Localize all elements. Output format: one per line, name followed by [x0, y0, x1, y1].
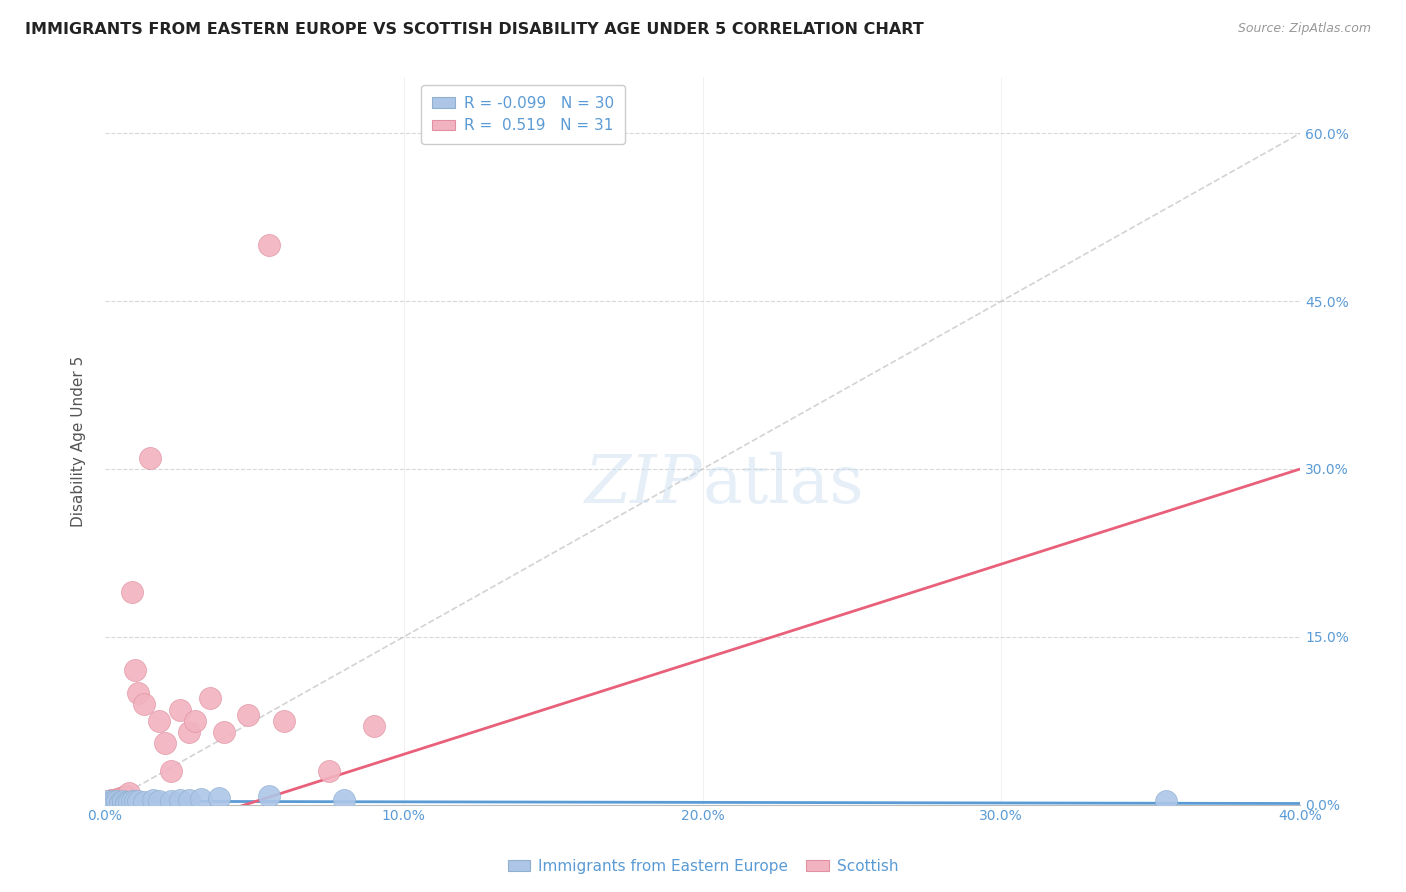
Point: [139, 450, 162, 465]
Point: [363, 719, 385, 733]
Point: [238, 708, 260, 723]
Point: [127, 686, 149, 700]
Point: [100, 797, 122, 811]
Point: [108, 796, 131, 810]
Point: [97, 796, 120, 810]
Point: [103, 796, 125, 810]
Point: [153, 736, 176, 750]
Point: [105, 792, 128, 806]
Point: [108, 791, 131, 805]
Point: [148, 714, 170, 728]
Legend: Immigrants from Eastern Europe, Scottish: Immigrants from Eastern Europe, Scottish: [502, 853, 904, 880]
Point: [105, 794, 128, 808]
Point: [159, 794, 181, 808]
Point: [111, 789, 134, 804]
Point: [100, 794, 122, 808]
Point: [169, 702, 191, 716]
Point: [115, 789, 138, 803]
Point: [103, 794, 125, 808]
Point: [108, 793, 131, 807]
Point: [259, 789, 281, 803]
Point: [159, 764, 181, 778]
Point: [148, 794, 170, 808]
Point: [214, 725, 236, 739]
Point: [190, 792, 212, 806]
Y-axis label: Disability Age Under 5: Disability Age Under 5: [72, 355, 86, 526]
Point: [118, 786, 141, 800]
Point: [111, 796, 134, 810]
Point: [115, 796, 138, 810]
Point: [177, 725, 200, 739]
Text: IMMIGRANTS FROM EASTERN EUROPE VS SCOTTISH DISABILITY AGE UNDER 5 CORRELATION CH: IMMIGRANTS FROM EASTERN EUROPE VS SCOTTI…: [25, 22, 924, 37]
Point: [169, 793, 191, 807]
Point: [177, 793, 200, 807]
Point: [124, 794, 146, 808]
Point: [115, 797, 138, 811]
Point: [103, 793, 125, 807]
Point: [100, 796, 122, 810]
Text: atlas: atlas: [703, 452, 865, 517]
Point: [132, 697, 155, 711]
Text: ZIP: ZIP: [585, 452, 703, 517]
Point: [132, 796, 155, 810]
Point: [97, 796, 120, 810]
Point: [198, 691, 221, 706]
Point: [127, 794, 149, 808]
Text: Source: ZipAtlas.com: Source: ZipAtlas.com: [1237, 22, 1371, 36]
Point: [103, 794, 125, 808]
Point: [318, 764, 340, 778]
Point: [121, 794, 143, 808]
Point: [100, 793, 122, 807]
Point: [97, 794, 120, 808]
Point: [207, 791, 229, 805]
Point: [105, 794, 128, 808]
Point: [118, 796, 141, 810]
Point: [183, 714, 205, 728]
Point: [105, 796, 128, 810]
Point: [124, 664, 146, 678]
Point: [333, 793, 356, 807]
Point: [121, 585, 143, 599]
Point: [142, 793, 165, 807]
Point: [103, 797, 125, 811]
Point: [111, 794, 134, 808]
Point: [259, 238, 281, 252]
Point: [97, 794, 120, 808]
Point: [273, 714, 295, 728]
Point: [108, 797, 131, 811]
Point: [1154, 794, 1177, 808]
Legend: R = -0.099   N = 30, R =  0.519   N = 31: R = -0.099 N = 30, R = 0.519 N = 31: [422, 85, 626, 145]
